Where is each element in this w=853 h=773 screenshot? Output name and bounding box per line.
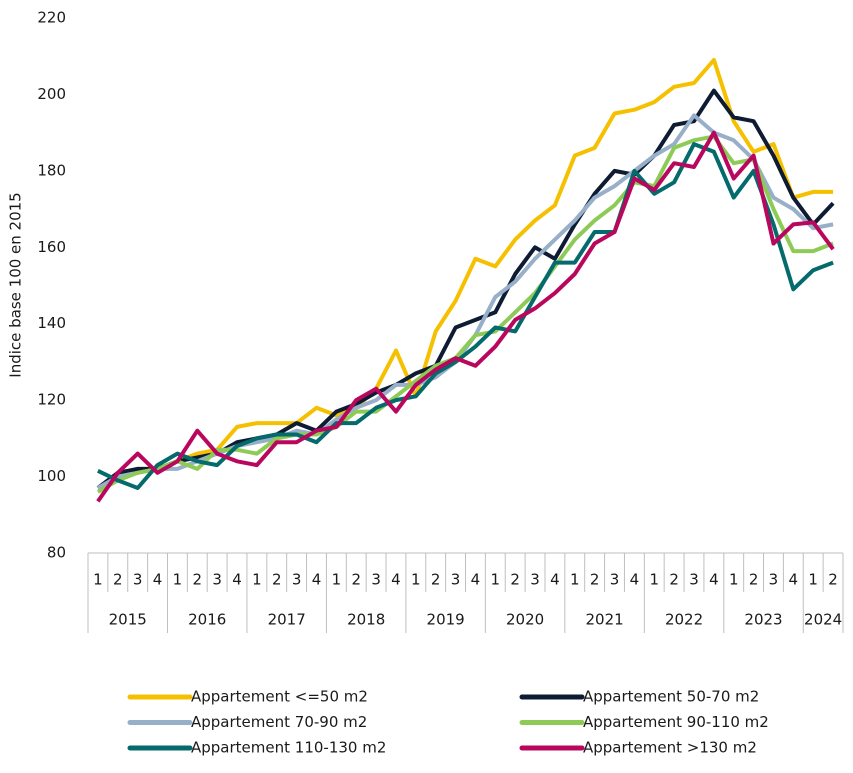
- x-tick-label: 3: [530, 571, 540, 589]
- x-tick-label: 3: [292, 571, 302, 589]
- year-label: 2020: [506, 611, 544, 629]
- legend-label: Appartement 90-110 m2: [583, 713, 769, 731]
- x-tick-label: 3: [610, 571, 620, 589]
- year-label: 2016: [188, 611, 226, 629]
- year-label: 2015: [109, 611, 147, 629]
- legend-label: Appartement 110-130 m2: [191, 739, 386, 757]
- year-label: 2017: [268, 611, 306, 629]
- x-tick-label: 1: [332, 571, 342, 589]
- x-tick-label: 1: [729, 571, 739, 589]
- series-line: [96, 134, 834, 494]
- x-tick-label: 1: [649, 571, 659, 589]
- x-tick-label: 2: [510, 571, 520, 589]
- x-tick-label: 1: [173, 571, 183, 589]
- legend-label: Appartement <=50 m2: [191, 688, 368, 706]
- x-tick-label: 3: [133, 571, 143, 589]
- x-tick-label: 1: [808, 571, 818, 589]
- x-tick-label: 4: [550, 571, 560, 589]
- legend-label: Appartement 70-90 m2: [191, 713, 367, 731]
- x-tick-label: 3: [451, 571, 461, 589]
- series-line: [96, 130, 835, 503]
- x-tick-label: 4: [471, 571, 481, 589]
- x-tick-label: 3: [371, 571, 381, 589]
- y-tick-label: 180: [37, 161, 66, 179]
- x-tick-label: 2: [113, 571, 123, 589]
- x-tick-label: 1: [570, 571, 580, 589]
- x-tick-label: 4: [709, 571, 719, 589]
- year-label: 2021: [585, 611, 623, 629]
- x-tick-label: 1: [252, 571, 262, 589]
- year-label: 2023: [744, 611, 782, 629]
- x-tick-label: 2: [669, 571, 679, 589]
- x-tick-label: 3: [689, 571, 699, 589]
- y-tick-label: 140: [37, 314, 66, 332]
- x-tick-label: 3: [769, 571, 779, 589]
- x-tick-label: 2: [828, 571, 838, 589]
- year-label: 2024: [804, 611, 842, 629]
- series-line: [96, 58, 834, 490]
- y-tick-label: 100: [37, 467, 66, 485]
- year-label: 2019: [427, 611, 465, 629]
- x-tick-label: 2: [431, 571, 441, 589]
- year-label: 2018: [347, 611, 385, 629]
- x-tick-label: 2: [351, 571, 361, 589]
- x-tick-label: 2: [590, 571, 600, 589]
- y-axis-title: Indice base 100 en 2015: [7, 192, 25, 377]
- x-tick-label: 4: [391, 571, 401, 589]
- x-tick-label: 4: [153, 571, 163, 589]
- x-tick-label: 4: [232, 571, 242, 589]
- x-tick-label: 4: [789, 571, 799, 589]
- x-tick-label: 1: [93, 571, 103, 589]
- x-tick-label: 2: [272, 571, 282, 589]
- y-tick-label: 200: [37, 85, 66, 103]
- legend-label: Appartement 50-70 m2: [583, 688, 759, 706]
- x-tick-label: 1: [491, 571, 501, 589]
- x-tick-label: 1: [411, 571, 421, 589]
- x-tick-label: 4: [312, 571, 322, 589]
- x-tick-label: 3: [212, 571, 222, 589]
- x-tick-label: 4: [630, 571, 640, 589]
- x-tick-label: 2: [193, 571, 203, 589]
- y-tick-label: 80: [47, 544, 66, 562]
- series-line: [97, 142, 834, 490]
- year-label: 2022: [665, 611, 703, 629]
- y-tick-label: 220: [37, 9, 66, 27]
- x-tick-label: 2: [749, 571, 759, 589]
- legend-label: Appartement >130 m2: [583, 739, 757, 757]
- y-tick-label: 120: [37, 391, 66, 409]
- y-tick-label: 160: [37, 238, 66, 256]
